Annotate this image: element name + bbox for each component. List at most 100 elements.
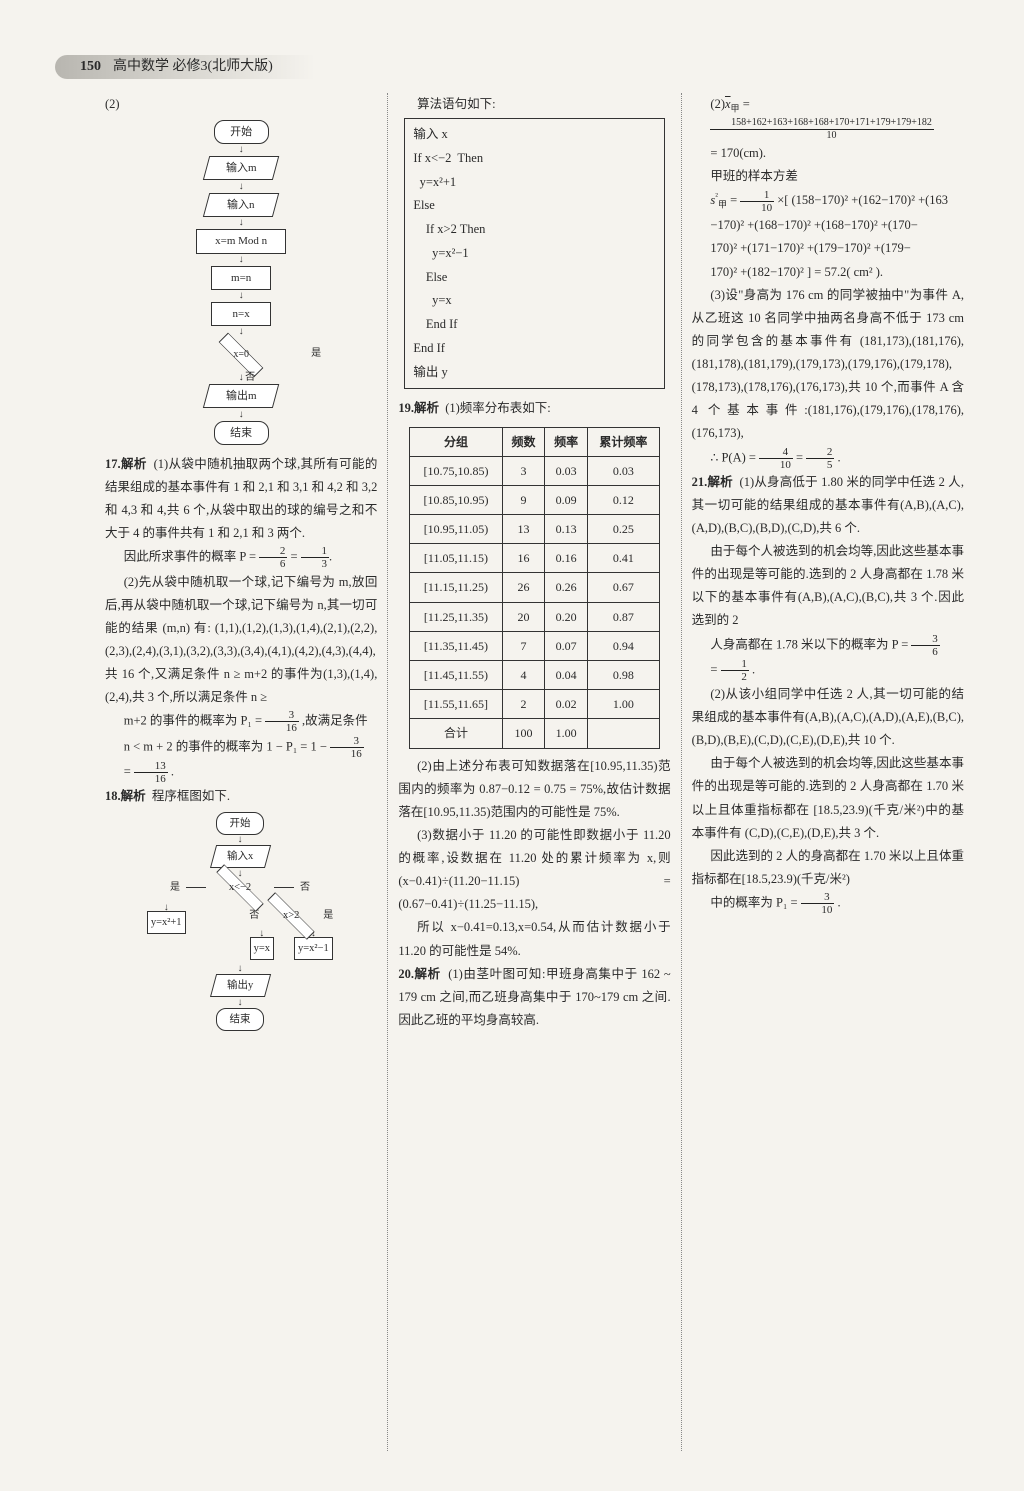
table-cell: 16 (502, 544, 545, 573)
q16-part2-label: (2) (105, 93, 377, 116)
table-cell: 0.12 (587, 485, 659, 514)
table-cell: 0.03 (587, 456, 659, 485)
page-header: 150 高中数学 必修3(北师大版) (55, 55, 315, 79)
table-cell: 9 (502, 485, 545, 514)
flow2-leaf2: y=x (250, 937, 274, 960)
code-caption: 算法语句如下: (398, 93, 670, 116)
q20-var-label: 甲班的样本方差 (692, 165, 964, 188)
code-box: 输入 xIf x<−2 Then y=x²+1Else If x>2 Then … (404, 118, 664, 389)
flow2-leaf3: y=x²−1 (294, 937, 333, 960)
table-header: 累计频率 (587, 427, 659, 456)
table-row: [11.05,11.15)160.160.41 (410, 544, 660, 573)
table-cell: 0.07 (545, 631, 588, 660)
q17-p5: n < m + 2 的事件的概率为 1 − P₁ = 1 − 316 (105, 735, 377, 760)
table-header: 分组 (410, 427, 502, 456)
flow1-step2: m=n (211, 266, 271, 290)
table-cell: 0.94 (587, 631, 659, 660)
flow1-step3: n=x (211, 302, 271, 326)
flow1-output: 输出m (203, 384, 280, 408)
table-cell: [10.75,10.85) (410, 456, 502, 485)
table-cell: 0.20 (545, 602, 588, 631)
flow1-input-m: 输入m (203, 156, 280, 180)
flow2-input: 输入x (209, 845, 270, 868)
q20-var: s²甲 = 110 ×[ (158−170)² +(162−170)² +(16… (692, 188, 964, 214)
page-title: 高中数学 必修3(北师大版) (113, 55, 273, 79)
column-3: (2)x甲 = 158+162+163+168+168+170+171+179+… (682, 93, 974, 1451)
q21-p2a: 由于每个人被选到的机会均等,因此这些基本事件的出现是等可能的.选到的 2 人身高… (692, 540, 964, 633)
code-line: y=x (413, 289, 655, 313)
table-cell: 0.09 (545, 485, 588, 514)
q20-part2: (2)x甲 = (692, 93, 964, 117)
code-line: y=x²−1 (413, 242, 655, 266)
q17-p4: m+2 的事件的概率为 P₁ = 316 ,故满足条件 (105, 709, 377, 734)
code-line: If x>2 Then (413, 218, 655, 242)
table-cell: 100 (502, 719, 545, 748)
table-cell (587, 719, 659, 748)
table-header: 频数 (502, 427, 545, 456)
q21-p4: 由于每个人被选到的机会均等,因此这些基本事件的出现是等可能的.选到的 2 人身高… (692, 752, 964, 845)
table-row: [11.15,11.25)260.260.67 (410, 573, 660, 602)
table-cell: 0.25 (587, 515, 659, 544)
code-line: End If (413, 337, 655, 361)
table-row: [11.45,11.55)40.040.98 (410, 661, 660, 690)
table-cell: 合计 (410, 719, 502, 748)
q17-label: 17.解析 (105, 457, 147, 471)
q18: 18.解析 程序框图如下. (105, 785, 377, 808)
table-cell: [10.85,10.95) (410, 485, 502, 514)
table-cell: 26 (502, 573, 545, 602)
column-2: 算法语句如下: 输入 xIf x<−2 Then y=x²+1Else If x… (388, 93, 681, 1451)
table-cell: 0.03 (545, 456, 588, 485)
table-cell: 0.87 (587, 602, 659, 631)
code-line: y=x²+1 (413, 171, 655, 195)
flow2-output: 输出y (209, 974, 270, 997)
flow2-start: 开始 (216, 812, 264, 835)
table-row: [11.35,11.45)70.070.94 (410, 631, 660, 660)
table-header: 频率 (545, 427, 588, 456)
table-cell: 3 (502, 456, 545, 485)
q19-p3: (3)数据小于 11.20 的可能性即数据小于 11.20 的概率,设数据在 1… (398, 824, 670, 917)
table-cell: 7 (502, 631, 545, 660)
table-cell: 0.13 (545, 515, 588, 544)
q21-p3: (2)从该小组同学中任选 2 人,其一切可能的结果组成的基本事件有(A,B),(… (692, 683, 964, 752)
q19: 19.解析 (1)频率分布表如下: (398, 397, 670, 420)
code-line: End If (413, 313, 655, 337)
flowchart-1: 开始 ↓ 输入m ↓ 输入n ↓ x=m Mod n ↓ m=n ↓ n=x ↓… (181, 120, 301, 445)
table-cell: [11.35,11.45) (410, 631, 502, 660)
table-cell: [11.15,11.25) (410, 573, 502, 602)
table-cell: [11.55,11.65] (410, 690, 502, 719)
table-cell: 4 (502, 661, 545, 690)
q17-part2: (2)先从袋中随机取一个球,记下编号为 m,放回后,再从袋中随机取一个球,记下编… (105, 571, 377, 710)
table-cell: 0.98 (587, 661, 659, 690)
page-number: 150 (80, 55, 101, 79)
q17: 17.解析 (1)从袋中随机抽取两个球,其所有可能的结果组成的基本事件有 1 和… (105, 453, 377, 546)
code-line: 输出 y (413, 361, 655, 385)
table-cell: 1.00 (545, 719, 588, 748)
table-cell: 20 (502, 602, 545, 631)
flow1-step1: x=m Mod n (196, 229, 286, 253)
flow1-end: 结束 (214, 421, 269, 445)
flow2-cond1: x<−2 (212, 877, 268, 899)
table-cell: 1.00 (587, 690, 659, 719)
flow2-cond2: x>2 (263, 905, 319, 927)
table-cell: 0.67 (587, 573, 659, 602)
table-cell: [11.45,11.55) (410, 661, 502, 690)
column-1: (2) 开始 ↓ 输入m ↓ 输入n ↓ x=m Mod n ↓ m=n ↓ n… (95, 93, 388, 1451)
table-row: [10.75,10.85)30.030.03 (410, 456, 660, 485)
table-cell: 2 (502, 690, 545, 719)
flow1-cond: x=0 (216, 343, 266, 367)
q20-part3: (3)设"身高为 176 cm 的同学被抽中"为事件 A,从乙班这 10 名同学… (692, 284, 964, 446)
table-row: [10.85,10.95)90.090.12 (410, 485, 660, 514)
q20: 20.解析 (1)由茎叶图可知:甲班身高集中于 162 ~ 179 cm 之间,… (398, 963, 670, 1032)
table-row: 合计1001.00 (410, 719, 660, 748)
q17-p6: = 1316 . (105, 760, 377, 785)
code-line: Else (413, 194, 655, 218)
q21-p5a: 因此选到的 2 人的身高都在 1.70 米以上且体重指标都在[18.5,23.9… (692, 845, 964, 891)
table-cell: 0.16 (545, 544, 588, 573)
table-cell: [11.25,11.35) (410, 602, 502, 631)
table-cell: 0.02 (545, 690, 588, 719)
frequency-table: 分组频数频率累计频率 [10.75,10.85)30.030.03[10.85,… (409, 427, 660, 749)
q18-label: 18.解析 (105, 789, 146, 803)
content-columns: (2) 开始 ↓ 输入m ↓ 输入n ↓ x=m Mod n ↓ m=n ↓ n… (95, 93, 974, 1451)
q21: 21.解析 (1)从身高低于 1.80 米的同学中任选 2 人,其一切可能的结果… (692, 471, 964, 540)
code-line: 输入 x (413, 123, 655, 147)
